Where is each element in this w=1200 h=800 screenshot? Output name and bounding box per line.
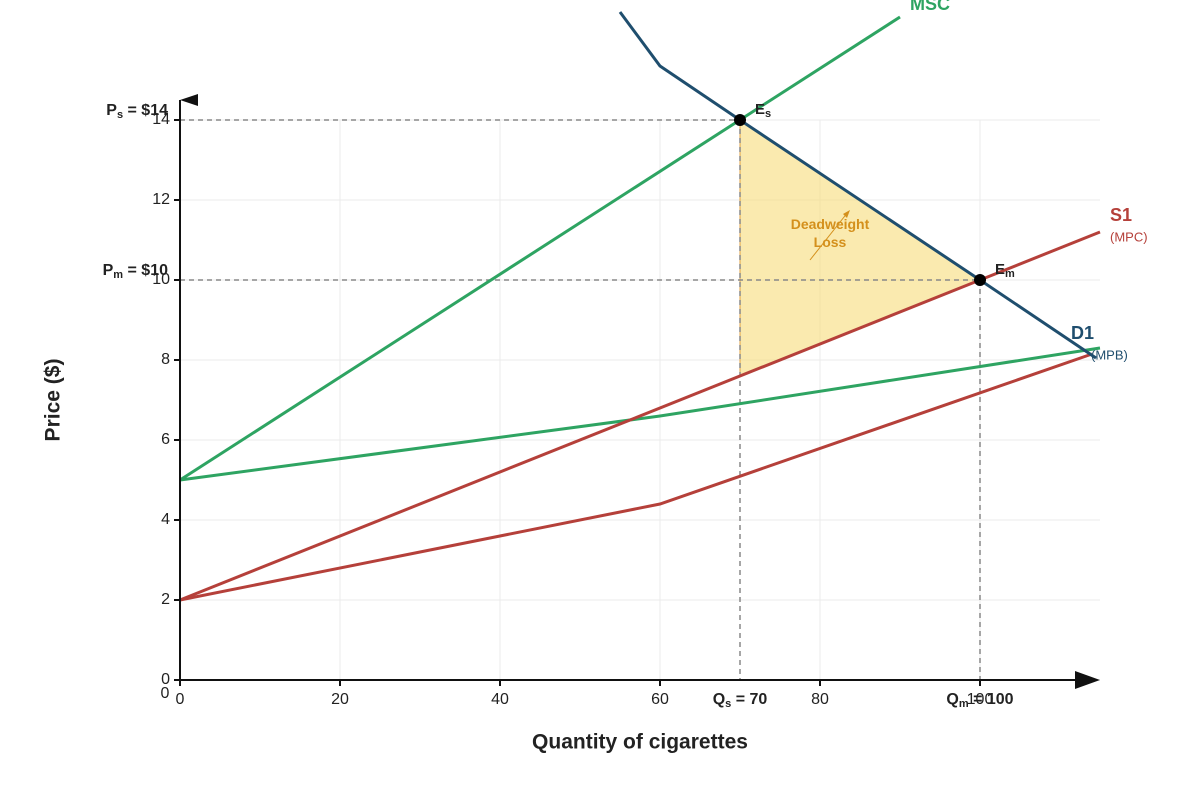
- x-axis-arrow: [1075, 671, 1100, 689]
- series-line: [179, 352, 1093, 602]
- label-sub: s: [117, 109, 123, 121]
- series-line: [179, 230, 1101, 602]
- label-rest: = 70: [731, 691, 767, 708]
- y-axis-title: Price ($): [42, 359, 65, 442]
- quantity-label: Qs = 70: [713, 691, 768, 710]
- series-sublabel: (MPB): [1091, 347, 1128, 362]
- y-tick-label: 4: [161, 511, 170, 528]
- label-sub: m: [113, 269, 123, 281]
- arrow-head: [843, 210, 850, 218]
- price-label: Ps = $14: [106, 102, 168, 121]
- equilibrium-point: [734, 114, 746, 126]
- series-line: [179, 346, 1101, 482]
- label-main: P: [106, 102, 117, 119]
- x-tick-label: 100: [967, 691, 994, 708]
- series-label: D1: [1071, 323, 1094, 343]
- y-tick-label: 6: [161, 431, 170, 448]
- x-tick-label: 80: [811, 691, 829, 708]
- y-tick-label: 10: [152, 271, 170, 288]
- x-tick-label: 40: [491, 691, 509, 708]
- annotation-arrow: [809, 211, 849, 261]
- series-label: MSC: [910, 0, 950, 14]
- series-line: [179, 15, 901, 482]
- label-sub: s: [765, 108, 771, 120]
- series-sublabel: (MPC): [1110, 229, 1148, 244]
- label-rest: = $10: [123, 262, 168, 279]
- label-rest: = 100: [969, 691, 1014, 708]
- x-tick-label: 60: [651, 691, 669, 708]
- quantity-label: Qm = 100: [946, 691, 1013, 710]
- y-axis-arrow: [180, 94, 198, 106]
- label-main: E: [995, 261, 1005, 278]
- label-line: Loss: [814, 234, 847, 250]
- x-tick-label: 0: [176, 691, 185, 708]
- deadweight-loss-area: [739, 119, 982, 377]
- y-tick-label: 14: [152, 111, 170, 128]
- label-main: Q: [946, 691, 958, 708]
- label-main: Q: [713, 691, 725, 708]
- point-label: Em: [995, 261, 1015, 280]
- equilibrium-point: [974, 274, 986, 286]
- x-tick-label: 20: [331, 691, 349, 708]
- label-main: P: [103, 262, 114, 279]
- x-axis-title: Quantity of cigarettes: [532, 731, 748, 754]
- label-line: Deadweight: [791, 216, 870, 232]
- y-tick-label: 12: [152, 191, 170, 208]
- price-label: Pm = $10: [103, 262, 168, 281]
- label-sub: m: [959, 698, 969, 710]
- series-label: S1: [1110, 205, 1132, 225]
- label-sub: m: [1005, 268, 1015, 280]
- y-tick-label: 2: [161, 591, 170, 608]
- label-sub: s: [725, 698, 731, 710]
- point-label: Es: [755, 101, 771, 120]
- label-rest: = $14: [123, 102, 168, 119]
- y-tick-label: 0: [161, 671, 170, 688]
- label-main: E: [755, 101, 765, 118]
- origin-label: 0: [161, 685, 170, 702]
- y-tick-label: 8: [161, 351, 170, 368]
